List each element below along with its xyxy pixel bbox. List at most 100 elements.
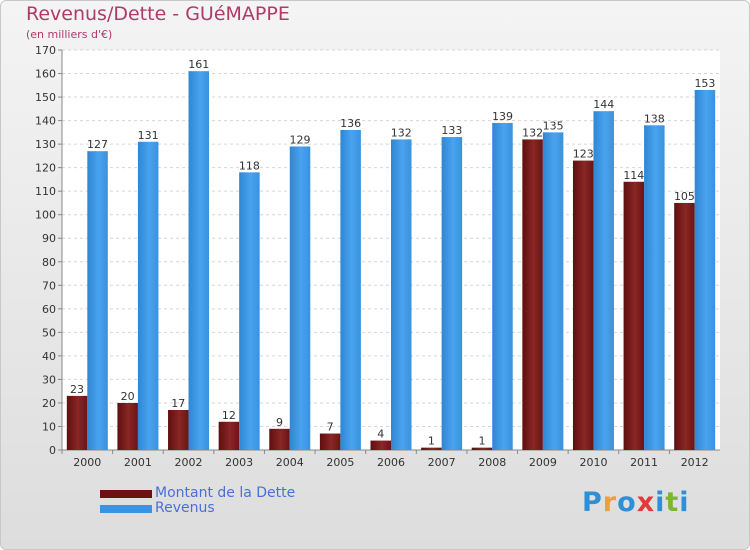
bar-revenue (492, 122, 513, 451)
data-label-revenue: 139 (492, 110, 513, 123)
y-tick-label: 170 (35, 44, 56, 57)
x-tick-label: 2006 (377, 456, 405, 469)
data-label-revenue: 118 (239, 159, 260, 172)
bar-revenue (542, 132, 564, 450)
logo-letter: i (655, 487, 666, 518)
y-tick-label: 100 (35, 209, 56, 222)
data-label-debt: 20 (121, 390, 135, 403)
x-tick-label: 2005 (326, 456, 354, 469)
data-label-debt: 9 (276, 416, 283, 429)
legend-item-debt: Montant de la Dette (100, 486, 295, 501)
data-label-debt: 114 (623, 169, 644, 182)
bar-revenue (593, 111, 614, 451)
data-label-revenue: 144 (593, 98, 614, 111)
x-tick-label: 2007 (428, 456, 456, 469)
x-tick-label: 2004 (276, 456, 304, 469)
y-tick-label: 30 (42, 373, 56, 386)
legend-label-debt: Montant de la Dette (155, 485, 296, 501)
legend-swatch-debt (100, 489, 152, 498)
data-label-debt: 12 (222, 409, 236, 422)
y-tick-label: 0 (49, 444, 56, 457)
y-tick-label: 110 (35, 185, 56, 198)
data-label-revenue: 136 (340, 117, 361, 130)
data-label-debt: 4 (377, 428, 384, 441)
bar-debt (117, 402, 138, 450)
x-tick-label: 2000 (73, 456, 101, 469)
y-tick-label: 50 (42, 326, 56, 339)
data-label-revenue: 135 (543, 119, 564, 132)
logo-letter: i (679, 487, 690, 518)
y-tick-label: 70 (42, 279, 56, 292)
bar-revenue (694, 90, 716, 450)
y-tick-label: 40 (42, 350, 56, 363)
y-tick-label: 150 (35, 91, 56, 104)
chart-subtitle: (en milliers d'€) (26, 28, 113, 41)
bar-debt (319, 433, 341, 450)
legend-label-revenue: Revenus (155, 500, 215, 516)
y-tick-label: 80 (42, 256, 56, 269)
bar-revenue (137, 141, 159, 450)
data-label-revenue: 127 (87, 138, 108, 151)
y-tick-label: 140 (35, 115, 56, 128)
x-tick-label: 2010 (579, 456, 607, 469)
data-label-revenue: 133 (441, 124, 462, 137)
x-tick-label: 2008 (478, 456, 506, 469)
bar-debt (370, 440, 391, 450)
data-label-revenue: 131 (138, 129, 159, 142)
logo-letter: P (582, 487, 603, 518)
x-tick-label: 2012 (681, 456, 709, 469)
proxiti-logo: Proxiti (582, 487, 690, 518)
bar-revenue (239, 172, 260, 450)
bar-revenue (87, 151, 108, 451)
bar-revenue (188, 71, 210, 451)
y-tick-label: 20 (42, 397, 56, 410)
data-label-revenue: 161 (188, 58, 209, 71)
logo-letter: r (602, 487, 618, 518)
logo-letter: x (636, 487, 656, 518)
x-tick-label: 2003 (225, 456, 253, 469)
data-label-debt: 7 (327, 421, 334, 434)
y-tick-label: 130 (35, 138, 56, 151)
bar-revenue (289, 146, 311, 450)
data-label-revenue: 129 (290, 133, 311, 146)
y-tick-label: 160 (35, 68, 56, 81)
x-tick-label: 2001 (124, 456, 152, 469)
bar-debt (674, 202, 695, 450)
data-label-debt: 105 (674, 190, 695, 203)
data-label-revenue: 153 (694, 77, 715, 90)
bar-debt (421, 447, 442, 450)
chart-title: Revenus/Dette - GUéMAPPE (26, 3, 290, 25)
bar-revenue (644, 125, 665, 450)
logo-letter: o (617, 487, 637, 518)
bar-debt (269, 428, 290, 450)
y-tick-label: 60 (42, 303, 56, 316)
bar-debt (66, 395, 88, 450)
data-label-debt: 1 (428, 435, 435, 448)
bar-debt (522, 139, 543, 451)
bar-debt (471, 447, 493, 450)
data-label-revenue: 132 (391, 126, 412, 139)
data-label-revenue: 138 (644, 112, 665, 125)
data-label-debt: 17 (171, 397, 185, 410)
bar-revenue (441, 137, 463, 450)
chart-legend: Montant de la Dette Revenus (100, 486, 295, 516)
bar-debt (572, 160, 594, 450)
x-tick-label: 2011 (630, 456, 658, 469)
bar-revenue (340, 130, 361, 450)
x-tick-label: 2002 (175, 456, 203, 469)
data-label-debt: 1 (478, 435, 485, 448)
legend-swatch-revenue (100, 504, 152, 513)
bar-revenue (391, 139, 412, 451)
x-tick-label: 2009 (529, 456, 557, 469)
y-tick-label: 90 (42, 232, 56, 245)
logo-letter: t (665, 487, 680, 518)
data-label-debt: 123 (573, 148, 594, 161)
bar-debt (623, 181, 645, 450)
bar-debt (168, 410, 189, 450)
legend-item-revenue: Revenus (100, 501, 295, 516)
bar-debt (218, 421, 240, 450)
y-tick-label: 10 (42, 420, 56, 433)
data-label-debt: 23 (70, 383, 84, 396)
data-label-debt: 132 (522, 126, 543, 139)
